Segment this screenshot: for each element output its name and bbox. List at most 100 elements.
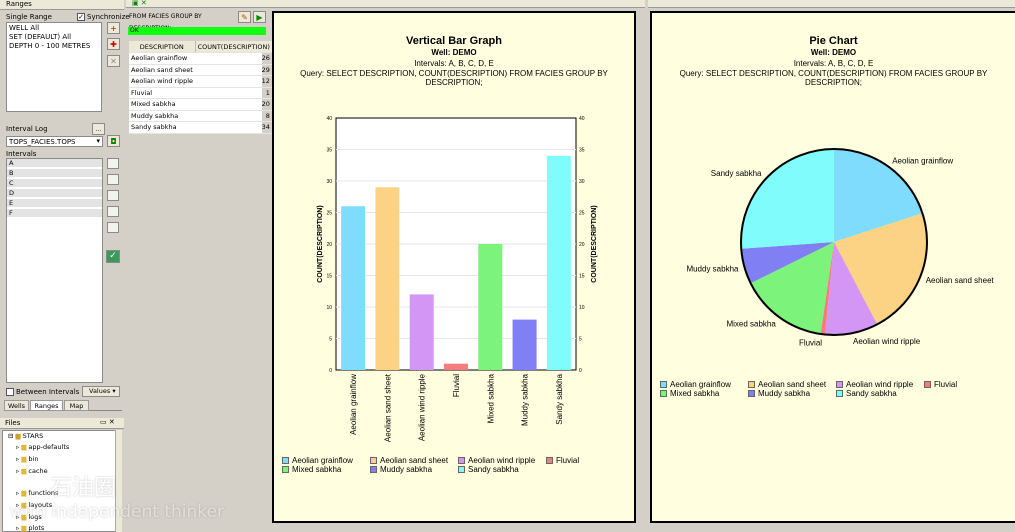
pie-slice xyxy=(834,149,923,242)
pie-slice xyxy=(820,242,834,335)
legend-item: Fluvial xyxy=(546,456,579,465)
table-row[interactable]: Aeolian wind ripple 12 xyxy=(129,75,272,88)
legend-item: Muddy sabkha xyxy=(370,465,432,474)
watermark-subtitle: with independent thinker xyxy=(10,502,224,522)
bar xyxy=(546,155,571,370)
tree-item[interactable]: ▹ ▆ logs xyxy=(16,513,42,521)
synchronize-checkbox[interactable]: ✓ xyxy=(77,13,85,21)
restore-icon[interactable]: ▭ ✕ xyxy=(100,418,115,426)
tree-item[interactable]: ▹ ▆ app-defaults xyxy=(16,443,70,451)
tree-item[interactable]: ⊟ ▆ STARS xyxy=(8,432,44,440)
y-tick-label: 5 xyxy=(579,337,582,343)
table-row[interactable]: Mixed sabkha 20 xyxy=(129,98,272,111)
legend-swatch xyxy=(458,457,465,464)
range-item[interactable]: SET (DEFAULT) All xyxy=(9,33,72,41)
legend-swatch xyxy=(836,381,843,388)
table-row[interactable]: Muddy sabkha 8 xyxy=(129,110,272,122)
tree-item[interactable]: ▹ ▆ cache xyxy=(16,467,48,475)
legend-swatch xyxy=(660,381,667,388)
pie-chart-svg: Aeolian grainflow Aeolian sand sheet Aeoli… xyxy=(686,148,995,347)
watermark-title: 石油圈 xyxy=(50,476,117,501)
pie-slice xyxy=(741,242,834,284)
bar-tabbar xyxy=(270,0,645,8)
pie-slice xyxy=(750,242,834,335)
pie-slice xyxy=(741,149,834,249)
legend-label: Aeolian wind ripple xyxy=(468,456,536,465)
legend-swatch xyxy=(924,381,931,388)
add-range-button[interactable]: + xyxy=(107,22,120,34)
bar-chart-svg: 0 0 5 5 10 10 15 15 20 20 25 25 30 30 35 35 40 40 COUNT(DE… xyxy=(317,116,598,442)
bar xyxy=(478,244,503,370)
bar-chart-well: Well: DEMO xyxy=(431,48,477,57)
refresh-log-button[interactable]: ◘ xyxy=(107,135,120,147)
tree-item[interactable]: ▹ ▆ layouts xyxy=(16,501,53,509)
synchronize-label: Synchronize xyxy=(87,13,130,21)
legend-swatch xyxy=(282,457,289,464)
x-tick-label: Aeolian wind ripple xyxy=(418,373,427,441)
table-row[interactable]: Aeolian grainflow 26 xyxy=(129,52,272,65)
list-icon[interactable] xyxy=(107,206,119,217)
interval-log-label: Interval Log xyxy=(6,125,48,133)
table-row[interactable]: Aeolian sand sheet 29 xyxy=(129,64,272,76)
interval-item[interactable]: A xyxy=(7,159,102,168)
legend-swatch xyxy=(748,381,755,388)
y-tick-label: 30 xyxy=(326,179,332,185)
tab-wells[interactable]: Wells xyxy=(4,400,29,411)
column-header[interactable]: DESCRIPTION xyxy=(129,41,196,53)
x-tick-label: Mixed sabkha xyxy=(486,373,495,423)
scrollbar[interactable] xyxy=(115,430,122,532)
y-axis-label: COUNT(DESCRIPTION) xyxy=(591,205,598,282)
y-tick-label: 25 xyxy=(579,211,585,217)
interval-item[interactable]: B xyxy=(7,169,102,178)
range-item[interactable]: WELL All xyxy=(9,24,40,32)
legend-label: Mixed sabkha xyxy=(292,465,342,474)
run-query-button[interactable]: ▶ xyxy=(253,11,266,23)
tree-item[interactable]: ▹ ▆ functions xyxy=(16,489,59,497)
tab-icon[interactable]: ▣ ✕ xyxy=(132,0,147,7)
bar-chart-panel: Vertical Bar Graph Well: DEMO Intervals:… xyxy=(272,11,636,523)
tree-item[interactable]: ▹ ▆ bin xyxy=(16,455,39,463)
x-tick-label: Muddy sabkha xyxy=(521,373,530,426)
ranges-titlebar: Ranges xyxy=(0,0,124,10)
legend-swatch xyxy=(282,466,289,473)
legend-label: Sandy sabkha xyxy=(468,465,519,474)
tree-item[interactable]: ▹ ▆ plots xyxy=(16,524,45,532)
list-icon[interactable] xyxy=(107,222,119,233)
column-header[interactable]: COUNT(DESCRIPTION) xyxy=(195,41,272,53)
legend-label: Mixed sabkha xyxy=(670,389,720,398)
list-icon[interactable] xyxy=(107,190,119,201)
interval-item[interactable]: F xyxy=(7,209,102,218)
interval-item[interactable]: C xyxy=(7,179,102,188)
interval-log-select[interactable]: TOPS_FACIES.TOPS ▾ xyxy=(6,136,103,147)
interval-log-value: TOPS_FACIES.TOPS xyxy=(9,138,76,146)
list-icon[interactable] xyxy=(107,174,119,185)
tab-map[interactable]: Map xyxy=(64,400,89,411)
table-row[interactable]: Fluvial 1 xyxy=(129,87,272,99)
x-tick-label: Fluvial xyxy=(452,374,461,397)
list-icon[interactable] xyxy=(107,158,119,169)
delete-range-button[interactable]: ✕ xyxy=(107,55,120,67)
apply-check-icon[interactable]: ✓ xyxy=(106,250,120,263)
range-list[interactable]: WELL All SET (DEFAULT) All DEPTH 0 - 100… xyxy=(6,22,102,112)
interval-item[interactable]: D xyxy=(7,189,102,198)
editor-tabbar: ▣ ✕ xyxy=(126,0,270,8)
status-bar: OK xyxy=(128,27,266,35)
edit-query-button[interactable]: ✎ xyxy=(238,11,251,23)
legend-item: Aeolian sand sheet xyxy=(748,380,826,389)
range-item[interactable]: DEPTH 0 - 100 METRES xyxy=(9,42,91,50)
browse-log-button[interactable]: … xyxy=(92,123,105,135)
pie-tabbar xyxy=(648,0,1015,8)
legend-item: Mixed sabkha xyxy=(282,465,341,474)
files-tree[interactable] xyxy=(2,430,122,532)
query-field[interactable]: FROM FACIES GROUP BY DESCRIPTION; xyxy=(129,13,202,32)
values-dropdown[interactable]: Values ▾ xyxy=(82,386,120,397)
pie-chart-intervals: Intervals: A, B, C, D, E xyxy=(793,59,874,68)
interval-item[interactable]: E xyxy=(7,199,102,208)
between-intervals-checkbox[interactable] xyxy=(6,388,14,396)
table-row[interactable]: Sandy sabkha 34 xyxy=(129,121,272,134)
tab-ranges[interactable]: Ranges xyxy=(30,400,63,411)
legend-swatch xyxy=(370,466,377,473)
edit-range-button[interactable]: ✚ xyxy=(107,38,120,50)
legend-swatch xyxy=(370,457,377,464)
legend-swatch xyxy=(660,390,667,397)
